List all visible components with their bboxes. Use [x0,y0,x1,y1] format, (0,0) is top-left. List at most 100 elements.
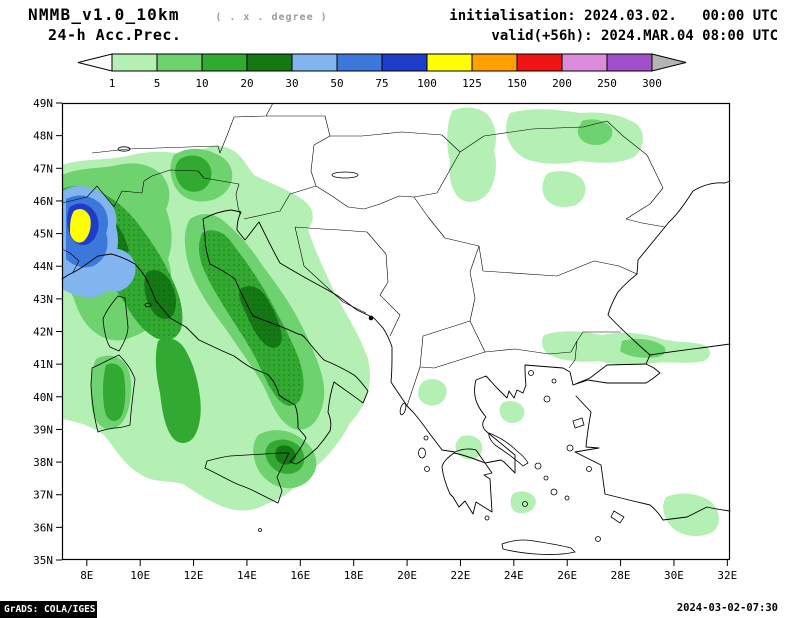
map-frame [61,102,731,561]
lat-tick-label: 43N [33,293,53,306]
lon-tick-label: 14E [237,569,257,582]
legend-color-box [156,53,203,72]
product-name: 24-h Acc.Prec. [48,26,182,44]
legend-tick-label: 50 [330,77,343,90]
precipitation-shading [62,107,719,537]
legend-arrow-below-min [77,53,113,72]
lat-tick-label: 41N [33,358,53,371]
station-marker [368,315,374,321]
sicily-island [204,452,290,504]
turkey-aegean-coast [574,395,731,521]
precip-area-yellow-100mm [70,209,91,243]
milos-island [522,501,528,507]
precip-area-tyrrhenian-10mm [155,338,201,443]
legend-color-box [606,53,653,72]
precip-area-balkan-core-5mm [577,119,613,145]
lon-tick-label: 32E [717,569,737,582]
lon-tick-label: 10E [130,569,150,582]
lat-tick-label: 49N [33,97,53,110]
lat-tick-label: 38N [33,456,53,469]
generation-timestamp: 2024-03-02-07:30 [676,602,778,614]
header-row-2: 24-h Acc.Prec. valid(+56h): 2024.MAR.04 … [48,26,778,44]
crete-island [501,539,576,555]
corfu-island [399,402,407,416]
precip-area-calabria-20mm [275,445,296,465]
legend-color-box [201,53,248,72]
lat-tick-label: 40N [33,391,53,404]
legend-color-box [561,53,608,72]
precip-area-greece-b [455,435,483,460]
lat-tick-label: 48N [33,130,53,143]
legend-tick-label: 200 [552,77,572,90]
corsica-island [102,295,129,352]
legend-color-box [111,53,158,72]
lat-tick-label: 47N [33,162,53,175]
header-left: NMMB_v1.0_10km ( . x . degree ) [28,5,328,24]
paros-island [543,475,549,481]
lesbos-island [572,417,585,429]
border-france-italy [61,248,80,273]
legend-tick-label: 75 [375,77,388,90]
cephalonia-island [418,447,426,459]
border-alps [61,169,241,215]
axes: 49N 48N 47N 46N 45N 44N 43N 42N 41N 40N 39N 38N 37N 3… [33,97,737,582]
legend-tick-label: 100 [417,77,437,90]
legend-tick-label: 30 [285,77,298,90]
precip-area-sardinia-east-10mm [103,363,126,421]
chios-island [566,444,574,452]
precip-area-alps-core-10mm [175,155,212,192]
peloponnese-coastline [441,452,493,515]
legend-color-box [291,53,338,72]
legend-tick-label: 1 [109,77,116,90]
initialisation-time: initialisation: 2024.03.02. 00:00 UTC [449,8,778,24]
bosporus-strait [645,354,651,365]
lon-tick-label: 30E [664,569,684,582]
samos-island [586,466,592,472]
border-slovenia-croatia [243,185,317,220]
lon-tick-label: 18E [344,569,364,582]
country-borders [61,102,666,407]
precip-area-north-balkans-a [447,107,496,202]
lat-tick-label: 37N [33,489,53,502]
precip-area-greece-a [418,379,447,406]
border-hungary-croatia-serbia [315,185,438,210]
border-romania-delta [625,218,666,228]
limnos-island [543,395,551,403]
legend-arrow-above-max [651,53,687,72]
lon-tick-label: 16E [290,569,310,582]
border-moldova [606,120,664,220]
lat-tick-label: 36N [33,521,53,534]
lon-tick-label: 24E [504,569,524,582]
kythira-island [484,515,490,521]
color-scale-legend: 1 5 10 20 30 50 75 100 125 150 200 250 300 [77,53,687,90]
border-macedonia-greece [469,320,486,353]
lon-tick-label: 28E [611,569,631,582]
border-croatia-bosnia [294,226,367,314]
lat-tick-label: 45N [33,228,53,241]
rhodes-island [610,510,625,524]
karpathos-island [595,536,601,542]
legend-color-box [471,53,518,72]
header-row-1: NMMB_v1.0_10km ( . x . degree ) initiali… [28,5,778,24]
border-serbia-bulgaria-macedonia [422,245,480,337]
stipple-overlay-apennine [199,230,304,406]
malta-island [258,528,262,532]
samothraki-island [551,378,557,384]
grid-resolution-note: ( . x . degree ) [215,12,328,23]
legend-tick-label: 20 [240,77,253,90]
precip-area-north-balkans-c [542,171,586,207]
border-romania-north [436,120,608,194]
legend-tick-label: 5 [154,77,161,90]
lat-tick-label: 42N [33,326,53,339]
lon-tick-label: 26E [557,569,577,582]
lon-tick-label: 22E [451,569,471,582]
legend-tick-label: 250 [597,77,617,90]
legend-color-box [336,53,383,72]
border-czech-austria-hungary [266,115,331,187]
black-sea-south-coast [649,343,731,356]
lat-tick-label: 39N [33,423,53,436]
lat-tick-label: 46N [33,195,53,208]
legend-tick-label: 150 [507,77,527,90]
legend-color-box [246,53,293,72]
